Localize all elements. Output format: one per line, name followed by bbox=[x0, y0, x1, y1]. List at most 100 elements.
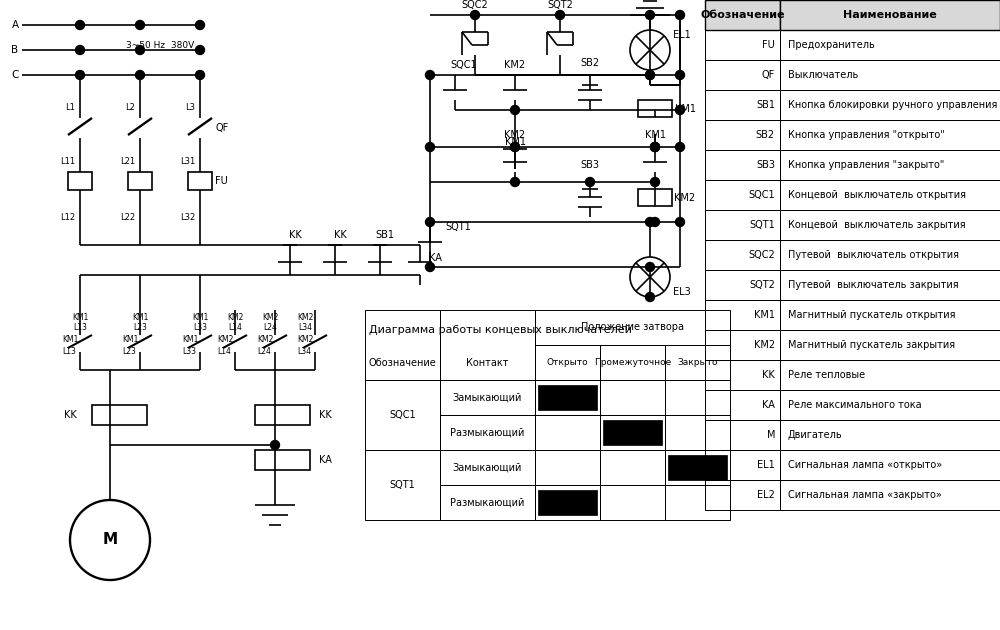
Bar bbox=[535, 345, 600, 380]
Circle shape bbox=[136, 45, 144, 55]
Circle shape bbox=[76, 71, 84, 79]
Text: KM1: KM1 bbox=[62, 336, 78, 345]
Text: L23: L23 bbox=[133, 323, 147, 333]
Text: Выключатель: Выключатель bbox=[788, 70, 858, 80]
Circle shape bbox=[676, 11, 684, 20]
Bar bbox=[780, 450, 1000, 480]
Text: KM2: KM2 bbox=[297, 336, 313, 345]
Circle shape bbox=[426, 217, 434, 227]
Bar bbox=[440, 450, 535, 485]
Circle shape bbox=[511, 105, 520, 115]
Circle shape bbox=[586, 178, 594, 186]
Text: Магнитный пускатель открытия: Магнитный пускатель открытия bbox=[788, 310, 956, 320]
Circle shape bbox=[646, 263, 654, 272]
Text: KM2: KM2 bbox=[674, 193, 696, 203]
Bar bbox=[780, 180, 1000, 210]
Bar bbox=[780, 300, 1000, 330]
Bar bbox=[668, 455, 727, 480]
Text: Открыто: Открыто bbox=[547, 358, 588, 367]
Circle shape bbox=[676, 217, 684, 227]
Text: FU: FU bbox=[215, 176, 228, 186]
Text: L22: L22 bbox=[120, 214, 135, 222]
Bar bbox=[705, 240, 780, 270]
Text: Магнитный пускатель закрытия: Магнитный пускатель закрытия bbox=[788, 340, 955, 350]
Bar bbox=[440, 380, 535, 415]
Text: KM1: KM1 bbox=[674, 104, 696, 114]
Text: SQT1: SQT1 bbox=[390, 480, 415, 490]
Text: KK: KK bbox=[64, 410, 76, 420]
Text: KM2: KM2 bbox=[262, 314, 278, 323]
Bar bbox=[665, 345, 730, 380]
Text: L1: L1 bbox=[65, 103, 75, 113]
Text: Кнопка блокировки ручного управления: Кнопка блокировки ручного управления bbox=[788, 100, 997, 110]
Text: KK: KK bbox=[289, 230, 301, 240]
Text: KM2: KM2 bbox=[217, 336, 233, 345]
Bar bbox=[780, 120, 1000, 150]
Text: SQT1: SQT1 bbox=[445, 222, 471, 232]
Text: KA: KA bbox=[429, 253, 441, 263]
Text: 3~50 Hz  380V: 3~50 Hz 380V bbox=[126, 40, 194, 50]
Bar bbox=[665, 485, 730, 520]
Bar bbox=[440, 415, 535, 450]
Bar bbox=[365, 380, 440, 450]
Bar bbox=[600, 485, 665, 520]
Circle shape bbox=[650, 142, 660, 151]
Bar bbox=[705, 480, 780, 510]
Text: L34: L34 bbox=[297, 348, 311, 357]
Bar bbox=[705, 390, 780, 420]
Text: SQT1: SQT1 bbox=[749, 220, 775, 230]
Bar bbox=[705, 360, 780, 390]
Circle shape bbox=[676, 71, 684, 79]
Circle shape bbox=[196, 21, 205, 30]
Bar bbox=[535, 450, 600, 485]
Text: L24: L24 bbox=[257, 348, 271, 357]
Circle shape bbox=[650, 142, 660, 151]
Circle shape bbox=[650, 217, 660, 227]
Text: EL3: EL3 bbox=[673, 287, 691, 297]
Bar bbox=[705, 60, 780, 90]
Text: KM1: KM1 bbox=[754, 310, 775, 320]
Bar bbox=[705, 270, 780, 300]
Bar bbox=[600, 380, 665, 415]
Text: Путевой  выключатель открытия: Путевой выключатель открытия bbox=[788, 250, 959, 260]
Bar bbox=[128, 172, 152, 190]
Bar bbox=[638, 100, 672, 117]
Bar bbox=[705, 450, 780, 480]
Bar bbox=[705, 210, 780, 240]
Text: L23: L23 bbox=[122, 348, 136, 357]
Text: Предохранитель: Предохранитель bbox=[788, 40, 875, 50]
Text: KM1: KM1 bbox=[72, 314, 88, 323]
Text: L14: L14 bbox=[217, 348, 231, 357]
Text: SB1: SB1 bbox=[756, 100, 775, 110]
Text: KM2: KM2 bbox=[297, 314, 313, 323]
Bar bbox=[538, 490, 597, 515]
Circle shape bbox=[676, 105, 684, 115]
Circle shape bbox=[646, 11, 654, 20]
Text: SQC1: SQC1 bbox=[389, 410, 416, 420]
Bar bbox=[665, 450, 730, 485]
Bar bbox=[780, 480, 1000, 510]
Bar bbox=[705, 330, 780, 360]
Text: EL1: EL1 bbox=[757, 460, 775, 470]
Text: Концевой  выключатель закрытия: Концевой выключатель закрытия bbox=[788, 220, 966, 230]
Text: L33: L33 bbox=[182, 348, 196, 357]
Circle shape bbox=[650, 178, 660, 186]
Text: KA: KA bbox=[762, 400, 775, 410]
Text: B: B bbox=[11, 45, 19, 55]
Bar bbox=[780, 60, 1000, 90]
Circle shape bbox=[646, 71, 654, 79]
Text: Сигнальная лампа «закрыто»: Сигнальная лампа «закрыто» bbox=[788, 490, 942, 500]
Text: KM2: KM2 bbox=[504, 60, 526, 70]
Text: L32: L32 bbox=[180, 214, 195, 222]
Bar bbox=[535, 310, 730, 345]
Bar bbox=[188, 172, 212, 190]
Text: Двигатель: Двигатель bbox=[788, 430, 843, 440]
Bar bbox=[780, 240, 1000, 270]
Text: KK: KK bbox=[319, 410, 331, 420]
Text: L34: L34 bbox=[298, 323, 312, 333]
Bar bbox=[705, 420, 780, 450]
Text: Замыкающий: Замыкающий bbox=[453, 462, 522, 472]
Bar bbox=[535, 380, 600, 415]
Text: Контакт: Контакт bbox=[466, 357, 509, 367]
Circle shape bbox=[511, 178, 520, 186]
